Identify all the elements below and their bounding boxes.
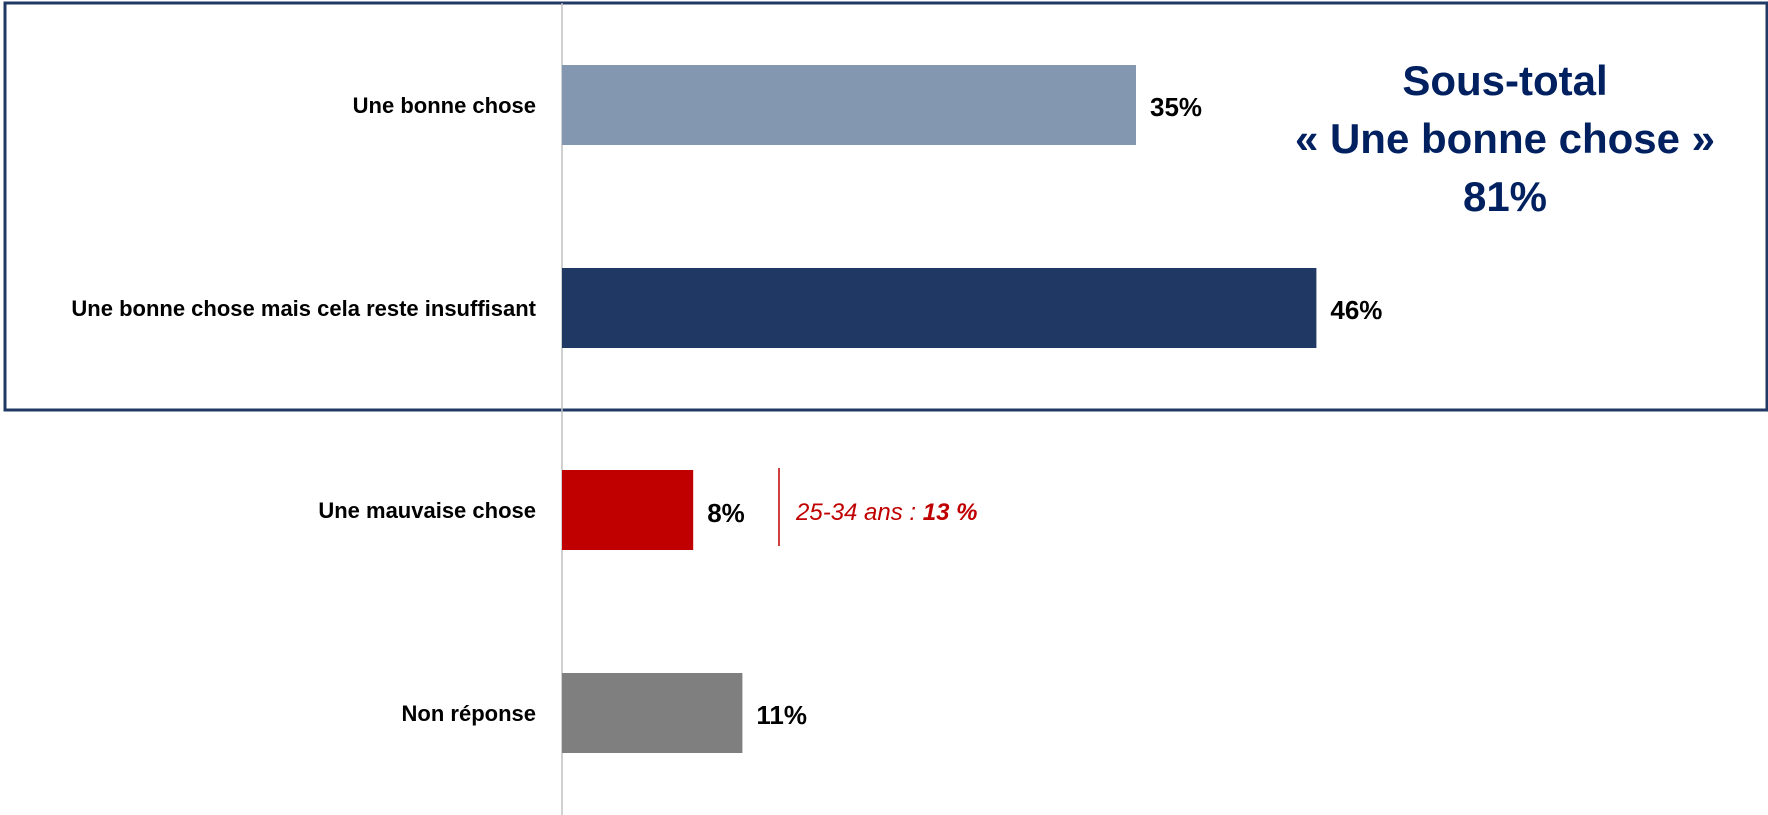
subtotal-label: « Une bonne chose » bbox=[1295, 115, 1715, 162]
bar-une-bonne-chose bbox=[562, 65, 1136, 145]
category-label-une-bonne-chose: Une bonne chose bbox=[353, 93, 536, 118]
bar-une-mauvaise-chose bbox=[562, 470, 694, 550]
value-label-une-bonne-chose-mais-insuffisant: 46% bbox=[1330, 295, 1382, 325]
annotation-note: 25-34 ans : 13 % bbox=[795, 499, 977, 526]
category-label-une-bonne-chose-mais-insuffisant: Une bonne chose mais cela reste insuffis… bbox=[71, 296, 536, 321]
annotation-prefix: 25-34 ans : bbox=[795, 499, 923, 526]
subtotal-value: 81% bbox=[1463, 173, 1547, 220]
value-label-non-reponse: 11% bbox=[756, 700, 807, 730]
value-label-une-bonne-chose: 35% bbox=[1150, 92, 1202, 122]
subtotal-frame bbox=[3, 1, 1768, 412]
category-label-une-mauvaise-chose: Une mauvaise chose bbox=[318, 498, 536, 523]
value-label-une-mauvaise-chose: 8% bbox=[707, 498, 745, 528]
bar-non-reponse bbox=[562, 673, 743, 753]
bar-une-bonne-chose-mais-insuffisant bbox=[562, 268, 1317, 348]
subtotal-title: Sous-total bbox=[1402, 57, 1607, 104]
category-label-non-reponse: Non réponse bbox=[402, 701, 536, 726]
annotation-value: 13 % bbox=[923, 499, 978, 526]
